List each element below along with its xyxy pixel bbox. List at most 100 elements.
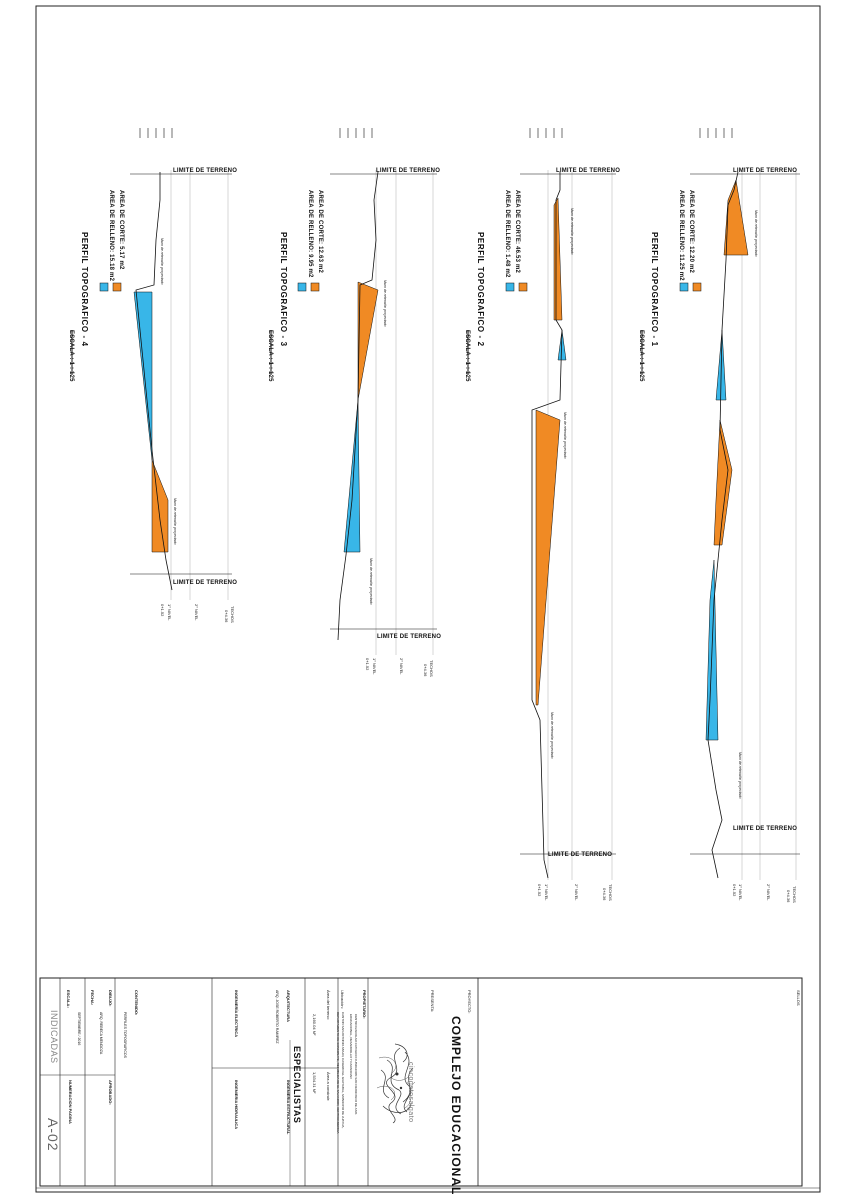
area-terreno: 2,160.04 M² bbox=[312, 1014, 317, 1036]
profile-1-terrain-line bbox=[707, 171, 739, 879]
arquitectura-label: ARQUITECTURA bbox=[286, 990, 291, 1022]
profile-1-wall-bottom: Muro de retención proyectado bbox=[738, 752, 742, 799]
aprobado-label: APROBADO: bbox=[108, 1080, 113, 1105]
profile-4-level-2: 2° NIVEL bbox=[194, 604, 199, 621]
profile-1-terrain-bottom: LIMITE DE TERRENO bbox=[733, 826, 798, 832]
escala-label: ESCALA: bbox=[66, 990, 71, 1008]
ubicacion-label: Ubicación: bbox=[340, 990, 345, 1009]
profile-3-terrain-top: LIMITE DE TERRENO bbox=[376, 168, 441, 174]
escala-value: INDICADAS bbox=[49, 1010, 59, 1064]
profile-4-scale: ESCALA : 1 : 125 bbox=[68, 330, 74, 382]
profile-4-terrain-line bbox=[135, 172, 173, 591]
ubicacion: CANTON SAN ANTONIO ABAJO, CASERIO EL GUA… bbox=[341, 1012, 345, 1129]
profile-2-roof-value: 0+4.36 bbox=[602, 888, 607, 901]
profile-1-wall-top: Muro de retención proyectado bbox=[754, 210, 758, 257]
profile-1-cut-swatch bbox=[692, 282, 702, 292]
profile-4-fill-swatch bbox=[99, 282, 109, 292]
profile-4-level-1-value: 0+1.52 bbox=[160, 604, 165, 617]
profile-4-roof: TECHOS bbox=[230, 606, 235, 623]
profile-2-terrain-top: LIMITE DE TERRENO bbox=[556, 168, 621, 174]
area-construir-label: Área a construir: bbox=[326, 1072, 331, 1102]
profile-2-terrain-line bbox=[531, 172, 563, 879]
area-terreno-label: Área del terreno: bbox=[326, 990, 331, 1020]
profile-3-level-1-value: 0+1.52 bbox=[365, 658, 370, 671]
title-block-frame bbox=[39, 977, 803, 1187]
profile-3-wall-top: Muro de retención proyectado bbox=[383, 280, 387, 327]
profile-2-scale: ESCALA : 1 : 125 bbox=[464, 330, 470, 382]
profile-2-cut-swatch bbox=[518, 282, 528, 292]
profile-3-cut-area-0 bbox=[357, 281, 379, 401]
page-number: A-02 bbox=[45, 1118, 61, 1152]
profile-2-fill-swatch bbox=[505, 282, 515, 292]
profile-3-terrain-line bbox=[337, 171, 379, 641]
profile-2-title: PERFIL TOPOGRAFICO - 2 bbox=[476, 232, 485, 347]
profile-2-fill-area-0 bbox=[557, 329, 567, 361]
profile-2-wall-top: Muro de retención proyectado bbox=[570, 208, 574, 255]
profile-1-level-2: 2° NIVEL bbox=[766, 884, 771, 901]
profile-3-level-1: 1° NIVEL bbox=[372, 658, 377, 675]
profile-4-terrain-top: LIMITE DE TERRENO bbox=[173, 168, 238, 174]
arquitecto-name: ARQ. JOSE ROBERTO RAMIREZ bbox=[275, 990, 279, 1044]
logo bbox=[376, 1043, 416, 1124]
profiles-group bbox=[71, 128, 800, 880]
profile-2-roof: TECHOS bbox=[608, 884, 613, 901]
ing-hidraulica: INGENIERIA HIDRAULICA bbox=[234, 1080, 239, 1130]
profile-1-roof: TECHOS bbox=[792, 886, 797, 903]
profile-3-fill-swatch bbox=[297, 282, 307, 292]
profile-4-cut-area: AREA DE CORTE: 5.17 m2 bbox=[118, 190, 124, 270]
profile-1-cut-area-0 bbox=[723, 179, 749, 256]
presenta-label: PRESENTA: bbox=[430, 990, 435, 1013]
profile-2-cut-area-1 bbox=[535, 409, 561, 706]
sheet-border bbox=[35, 5, 821, 1193]
profile-4-fill-area-0 bbox=[133, 291, 153, 461]
profile-3-cut-swatch bbox=[310, 282, 320, 292]
project-name: COMPLEJO EDUCACIONAL bbox=[449, 1016, 463, 1196]
dibujo-label: DIBUJO: bbox=[108, 990, 113, 1007]
contenido-label: CONTENIDO: bbox=[134, 990, 139, 1016]
profile-3-fill-area-0 bbox=[343, 399, 361, 553]
profile-4-level-1: 1° NIVEL bbox=[167, 604, 172, 621]
logo-text: cincogatosalgato bbox=[407, 1062, 414, 1123]
sellos-label: SELLOS bbox=[796, 990, 801, 1006]
profile-2-wall-mid: Muro de retención proyectado bbox=[563, 412, 567, 459]
profile-2-fill-area: AREA DE RELLENO: 1.48 m2 bbox=[504, 190, 510, 278]
profile-2-level-2: 2° NIVEL bbox=[574, 884, 579, 901]
profile-4-wall-bottom: Muro de retención proyectado bbox=[173, 498, 177, 545]
profile-4-wall-top: Muro de retención proyectado bbox=[160, 238, 164, 285]
profile-1-scale: ESCALA : 1 : 125 bbox=[638, 330, 644, 382]
profile-1-cut-area-1 bbox=[713, 419, 733, 546]
profile-3-terrain-bottom: LIMITE DE TERRENO bbox=[377, 634, 442, 640]
profile-2-level-1: 1° NIVEL bbox=[544, 884, 549, 901]
fecha: SEPTIEMBRE / 2016 bbox=[77, 1012, 81, 1046]
profile-2-terrain-bottom: LIMITE DE TERRENO bbox=[548, 852, 613, 858]
profile-1-title: PERFIL TOPOGRAFICO - 1 bbox=[650, 232, 659, 347]
profile-1-cut-area: AREA DE CORTE: 12.20 m2 bbox=[688, 190, 694, 274]
proyecto-label: PROYECTO: bbox=[467, 990, 472, 1014]
profile-3-level-2: 2° NIVEL bbox=[399, 658, 404, 675]
profile-4-terrain-bottom: LIMITE DE TERRENO bbox=[173, 580, 238, 586]
profile-2-cut-area-0 bbox=[553, 197, 563, 321]
profile-3-fill-area: AREA DE RELLENO: 9.95 m2 bbox=[307, 190, 313, 278]
numeracion-label: NUMERACION PAGINA bbox=[68, 1080, 73, 1124]
profile-1-terrain-top: LIMITE DE TERRENO bbox=[733, 168, 798, 174]
especialistas-heading: ESPECIALISTAS bbox=[292, 1046, 302, 1124]
profile-3-title: PERFIL TOPOGRAFICO - 3 bbox=[279, 232, 288, 347]
profile-2-cut-area: AREA DE CORTE: 46.53 m2 bbox=[514, 190, 520, 274]
profile-4-cut-swatch bbox=[112, 282, 122, 292]
propietario-2: EDUCACIONAL, DESARROLLO Y CAPACIDAD bbox=[349, 1014, 353, 1079]
fecha-label: FECHA: bbox=[90, 990, 95, 1006]
profile-1-roof-value: 0+4.36 bbox=[786, 890, 791, 903]
profile-3-cut-area: AREA DE CORTE: 12.63 m2 bbox=[317, 190, 323, 274]
profile-2-level-1-value: 0+1.52 bbox=[537, 884, 542, 897]
propietario-label: PROPIETARIO: bbox=[362, 990, 367, 1019]
title-block bbox=[39, 977, 803, 1187]
profile-1-fill-swatch bbox=[679, 282, 689, 292]
ing-estructural: INGENIERIA ESTRUCTURAL bbox=[286, 1080, 291, 1135]
ubicacion-2: DEPARTAMENTO DE SONSONATE, REPUBLICA DE … bbox=[336, 1012, 340, 1134]
profile-3-roof: TECHOS bbox=[429, 660, 434, 677]
profile-2-wall-bottom: Muro de retención proyectado bbox=[550, 712, 554, 759]
profile-4-fill-area: AREA DE RELLENO: 15.18 m2 bbox=[108, 190, 114, 282]
propietario: CENTRO ESCOLAR CATOLICO FUNDACION SAN FR… bbox=[354, 1014, 358, 1115]
profile-1-level-1-value: 0+1.52 bbox=[732, 884, 737, 897]
profile-3-wall-bottom: Muro de retención proyectado bbox=[369, 558, 373, 605]
